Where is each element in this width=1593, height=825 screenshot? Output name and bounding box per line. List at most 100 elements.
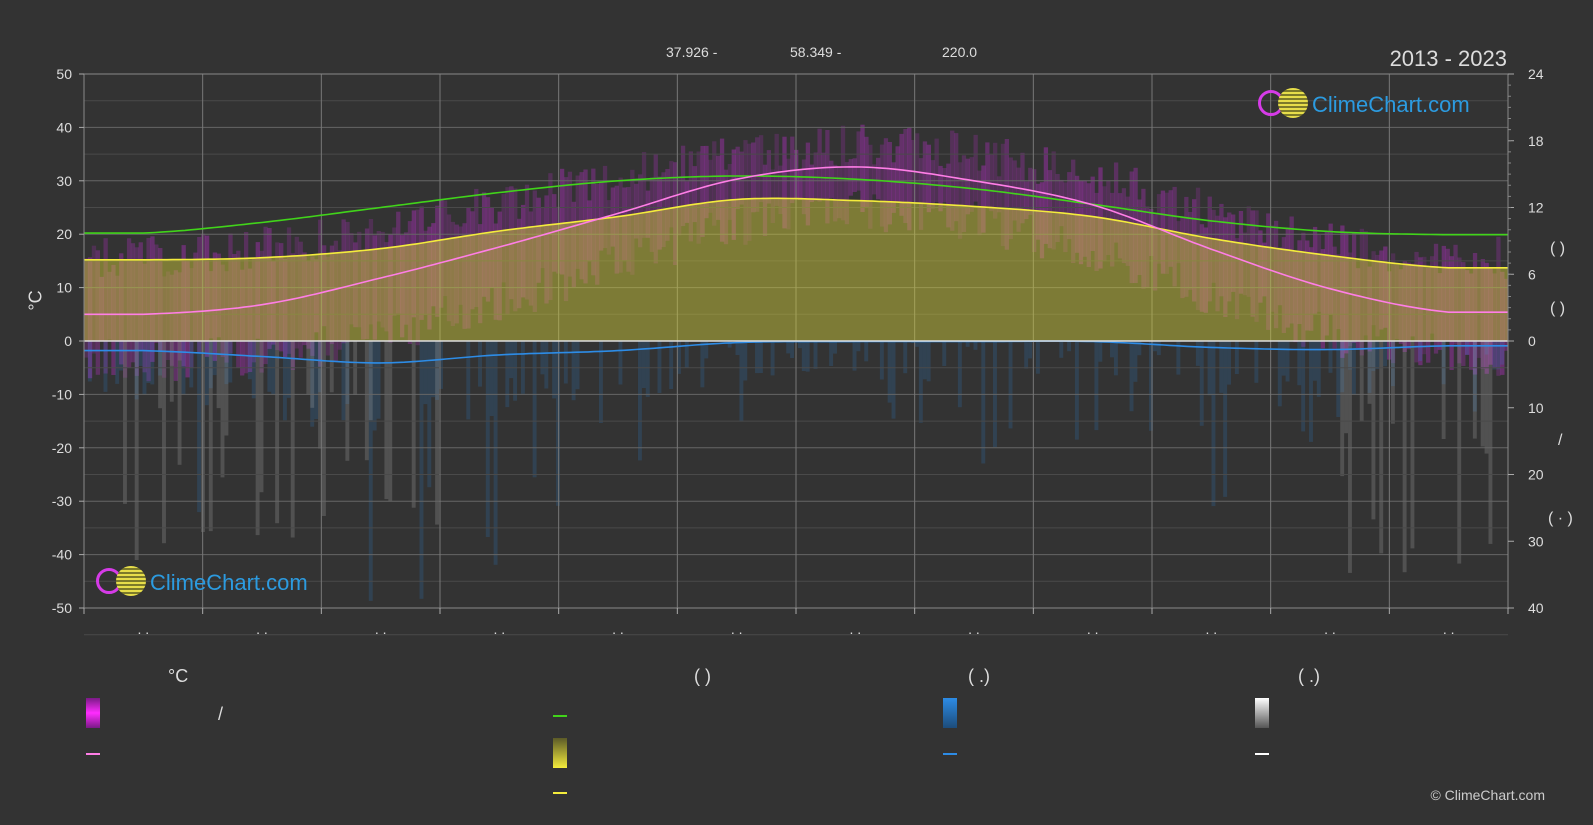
- logo-top[interactable]: ClimeChart.com: [1258, 88, 1470, 122]
- temp-range-bar: [349, 233, 354, 325]
- rain-bar: [228, 341, 233, 383]
- temp-range-bar: [840, 125, 846, 221]
- rain-bar: [1418, 341, 1423, 361]
- rain-bar: [1227, 341, 1231, 385]
- temp-range-bar: [321, 245, 327, 327]
- rain-bar: [314, 341, 319, 420]
- right-axis-text-4: ( · ): [1548, 510, 1573, 527]
- temp-range-bar: [637, 174, 643, 248]
- temp-range-bar: [1500, 271, 1505, 375]
- temp-range-bar: [1394, 265, 1400, 339]
- temp-range-bar: [193, 252, 198, 342]
- snow-bar: [1371, 341, 1376, 520]
- rain-bar: [957, 341, 962, 408]
- temp-range-bar: [899, 133, 904, 216]
- temp-range-bar: [719, 138, 725, 242]
- temp-range-bar: [197, 237, 202, 353]
- rain-bar: [1340, 341, 1345, 393]
- temp-range-bar: [1484, 262, 1489, 374]
- legend-sunshine-line: [553, 792, 567, 794]
- snow-bar: [345, 341, 350, 461]
- temp-range-bar: [872, 164, 877, 195]
- temp-range-bar: [1332, 246, 1337, 349]
- temp-range-bar: [1145, 206, 1150, 288]
- snow-bar: [275, 341, 280, 524]
- rain-bar: [146, 341, 151, 383]
- temp-range-bar: [1277, 247, 1283, 306]
- rain-bar: [423, 341, 428, 405]
- lines-layer: [84, 166, 1508, 364]
- temp-range-bar: [228, 233, 233, 354]
- temp-range-bar: [255, 242, 260, 339]
- temp-range-bar: [887, 142, 892, 225]
- temp-range-bar: [489, 207, 495, 288]
- temp-range-bar: [879, 144, 885, 227]
- rain-bar: [345, 341, 350, 404]
- temp-range-bar: [1246, 206, 1251, 297]
- temp-range-bar: [1422, 256, 1427, 355]
- rain-bar: [87, 341, 92, 382]
- temp-range-bar: [1191, 199, 1197, 302]
- rain-bar: [1211, 341, 1216, 507]
- temp-range-bar: [1289, 216, 1294, 324]
- temp-range-bar: [1168, 190, 1173, 267]
- temp-range-bar: [1215, 215, 1220, 312]
- rain-bar: [743, 341, 748, 381]
- rain-bar: [1024, 341, 1029, 369]
- snow-bar: [134, 341, 139, 560]
- rain-bar: [677, 341, 681, 374]
- rain-bar: [435, 341, 440, 400]
- temp-range-bar: [536, 197, 541, 283]
- temp-range-bar: [1266, 213, 1271, 330]
- rain-bar: [922, 341, 927, 380]
- snow-bar: [1480, 341, 1485, 447]
- x-tick-label: . .: [1205, 621, 1217, 637]
- temp-range-bar: [969, 157, 974, 212]
- temp-range-bar: [875, 157, 881, 200]
- rain-bar: [755, 341, 759, 374]
- x-tick-label: . .: [256, 621, 268, 637]
- y-tick-left: 50: [56, 66, 72, 82]
- y-tick-right-upper: 0: [1528, 333, 1536, 349]
- y-tick-left: 0: [64, 333, 72, 349]
- temp-range-bar: [1453, 244, 1458, 345]
- temp-range-bar: [1078, 180, 1084, 265]
- temp-range-bar: [805, 142, 811, 226]
- temp-range-bar: [1496, 236, 1501, 376]
- daylight-line: [84, 175, 1508, 236]
- rain-bar: [758, 341, 763, 373]
- temp-range-bar: [99, 276, 104, 342]
- y-tick-left: -20: [52, 440, 72, 456]
- temp-range-bar: [1133, 167, 1138, 283]
- temp-range-bar: [173, 270, 179, 381]
- y-tick-left: -50: [52, 600, 72, 616]
- temp-range-bar: [1328, 223, 1333, 315]
- temp-range-bar: [626, 187, 631, 272]
- rain-bar: [1176, 341, 1181, 375]
- temp-range-bar: [1039, 182, 1045, 259]
- rain-bar: [739, 341, 744, 422]
- temp-range-bar: [251, 257, 257, 363]
- rain-bar: [282, 341, 287, 421]
- temp-range-bar: [1082, 180, 1088, 257]
- y-tick-right-lower: 10: [1528, 400, 1544, 416]
- temp-range-bar: [649, 177, 654, 252]
- temp-range-bar: [517, 218, 522, 309]
- rain-bar: [103, 341, 108, 392]
- rain-bar: [138, 341, 143, 366]
- legend-temp-header: °C: [168, 666, 189, 686]
- temp-range-bar: [314, 259, 319, 333]
- snow-bar: [368, 341, 373, 421]
- rain-bar: [645, 341, 650, 397]
- temp-range-bar: [169, 274, 175, 366]
- temp-range-bar: [208, 271, 214, 339]
- temp-range-bar: [700, 146, 705, 237]
- temp-range-bar: [497, 211, 502, 321]
- snow-bar: [329, 341, 334, 393]
- temp-range-bar: [868, 144, 873, 229]
- temp-range-bar: [755, 137, 760, 212]
- temp-range-bar: [677, 176, 682, 236]
- logo-bottom[interactable]: ClimeChart.com: [96, 566, 308, 600]
- temp-range-bar: [657, 176, 662, 250]
- rain-bar: [1309, 341, 1313, 442]
